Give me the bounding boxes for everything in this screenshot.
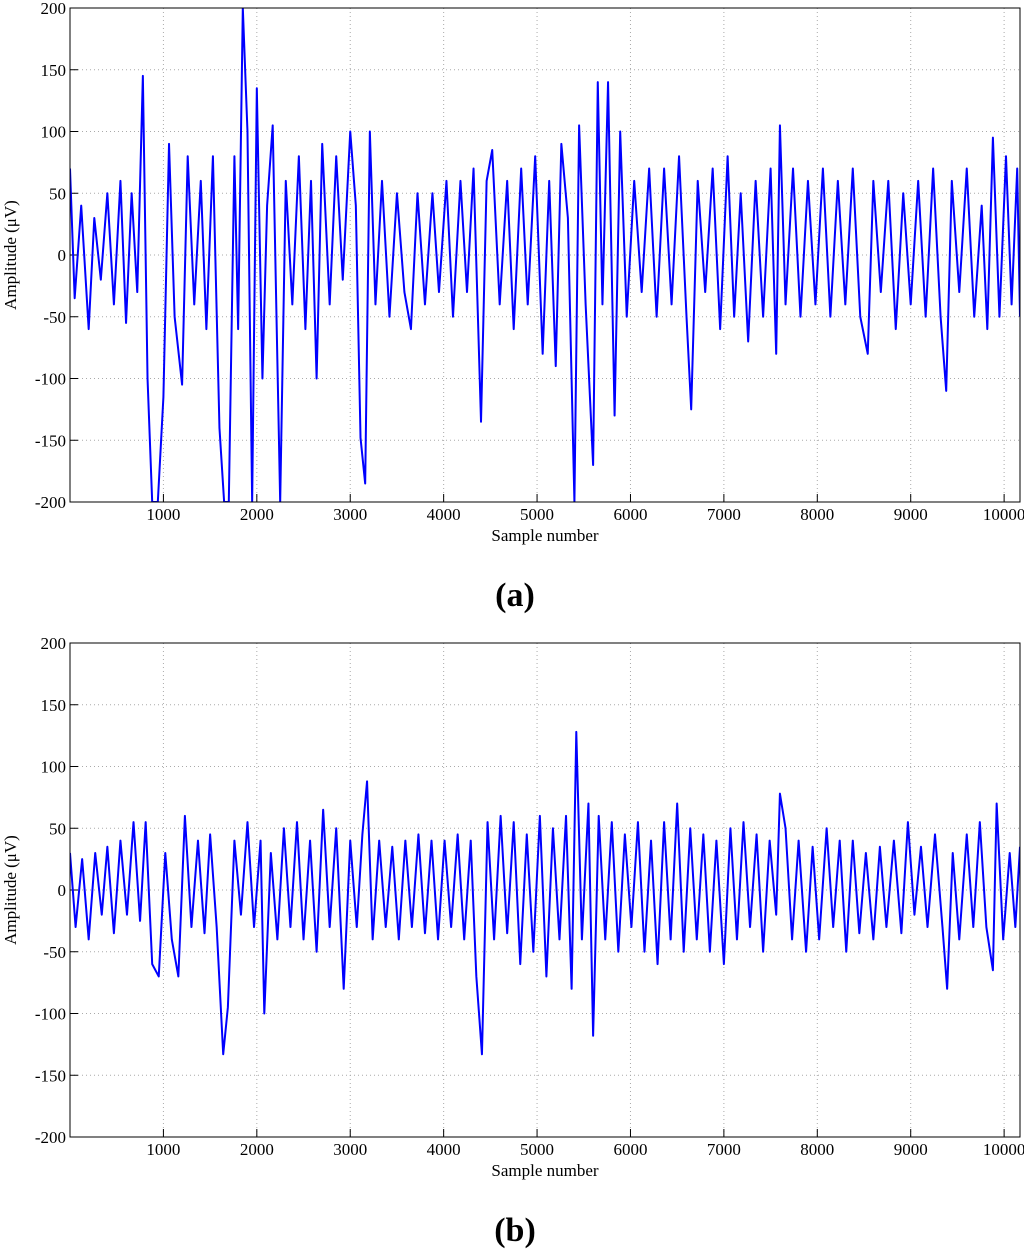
y-tick-label: -100	[35, 370, 66, 389]
x-tick-label: 9000	[894, 1140, 928, 1159]
y-tick-label: 150	[41, 696, 67, 715]
y-tick-label: 200	[41, 0, 67, 18]
x-tick-label: 2000	[240, 1140, 274, 1159]
x-tick-label: 6000	[613, 505, 647, 524]
chart: -200 -150 -100 -50 0 50 100 150 200 1000 2000 3000 4…	[1, 634, 1024, 1249]
y-tick-label: 50	[49, 184, 66, 203]
y-tick-label: 100	[41, 123, 67, 142]
x-axis-label: Sample number	[491, 526, 599, 545]
y-tick-label: 0	[58, 246, 67, 265]
x-tick-label: 4000	[427, 505, 461, 524]
y-tick-label: -150	[35, 1066, 66, 1085]
caption: (a)	[495, 577, 535, 614]
plot-area	[70, 643, 1020, 1137]
x-tick-label: 7000	[707, 1140, 741, 1159]
caption: (b)	[494, 1212, 536, 1249]
x-tick-label: 8000	[800, 505, 834, 524]
x-tick-label: 5000	[520, 505, 554, 524]
axes-box	[69, 7, 1021, 503]
y-tick-label: 50	[49, 819, 66, 838]
x-tick-label: 3000	[333, 505, 367, 524]
x-tick-label: 10000	[983, 1140, 1024, 1159]
y-tick-label: -100	[35, 1005, 66, 1024]
y-tick-label: 0	[58, 881, 67, 900]
signal-line	[70, 8, 1020, 502]
y-tick-label: -200	[35, 493, 66, 512]
x-tick-label: 1000	[146, 505, 180, 524]
y-tick-label: 100	[41, 758, 67, 777]
y-tick-label: 150	[41, 61, 67, 80]
x-tick-label: 3000	[333, 1140, 367, 1159]
y-axis-label: Amplitude (μV)	[1, 200, 20, 310]
y-tick-label: -50	[43, 308, 66, 327]
x-axis-label: Sample number	[491, 1161, 599, 1180]
y-tick-label: -50	[43, 943, 66, 962]
x-tick-label: 10000	[983, 505, 1024, 524]
x-tick-label: 1000	[146, 1140, 180, 1159]
x-tick-label: 5000	[520, 1140, 554, 1159]
plot-area	[70, 8, 1020, 502]
x-tick-label: 6000	[613, 1140, 647, 1159]
y-tick-label: -200	[35, 1128, 66, 1147]
x-tick-label: 4000	[427, 1140, 461, 1159]
x-tick-label: 8000	[800, 1140, 834, 1159]
x-tick-label: 7000	[707, 505, 741, 524]
signal-line	[70, 730, 1020, 1056]
axes-box	[69, 642, 1021, 1138]
x-tick-label: 9000	[894, 505, 928, 524]
x-tick-label: 2000	[240, 505, 274, 524]
y-axis-label: Amplitude (μV)	[1, 835, 20, 945]
y-tick-label: -150	[35, 431, 66, 450]
chart: -200 -150 -100 -50 0 50 100 150 200 1000 2000 3000 4…	[1, 0, 1024, 614]
y-tick-label: 200	[41, 634, 67, 653]
